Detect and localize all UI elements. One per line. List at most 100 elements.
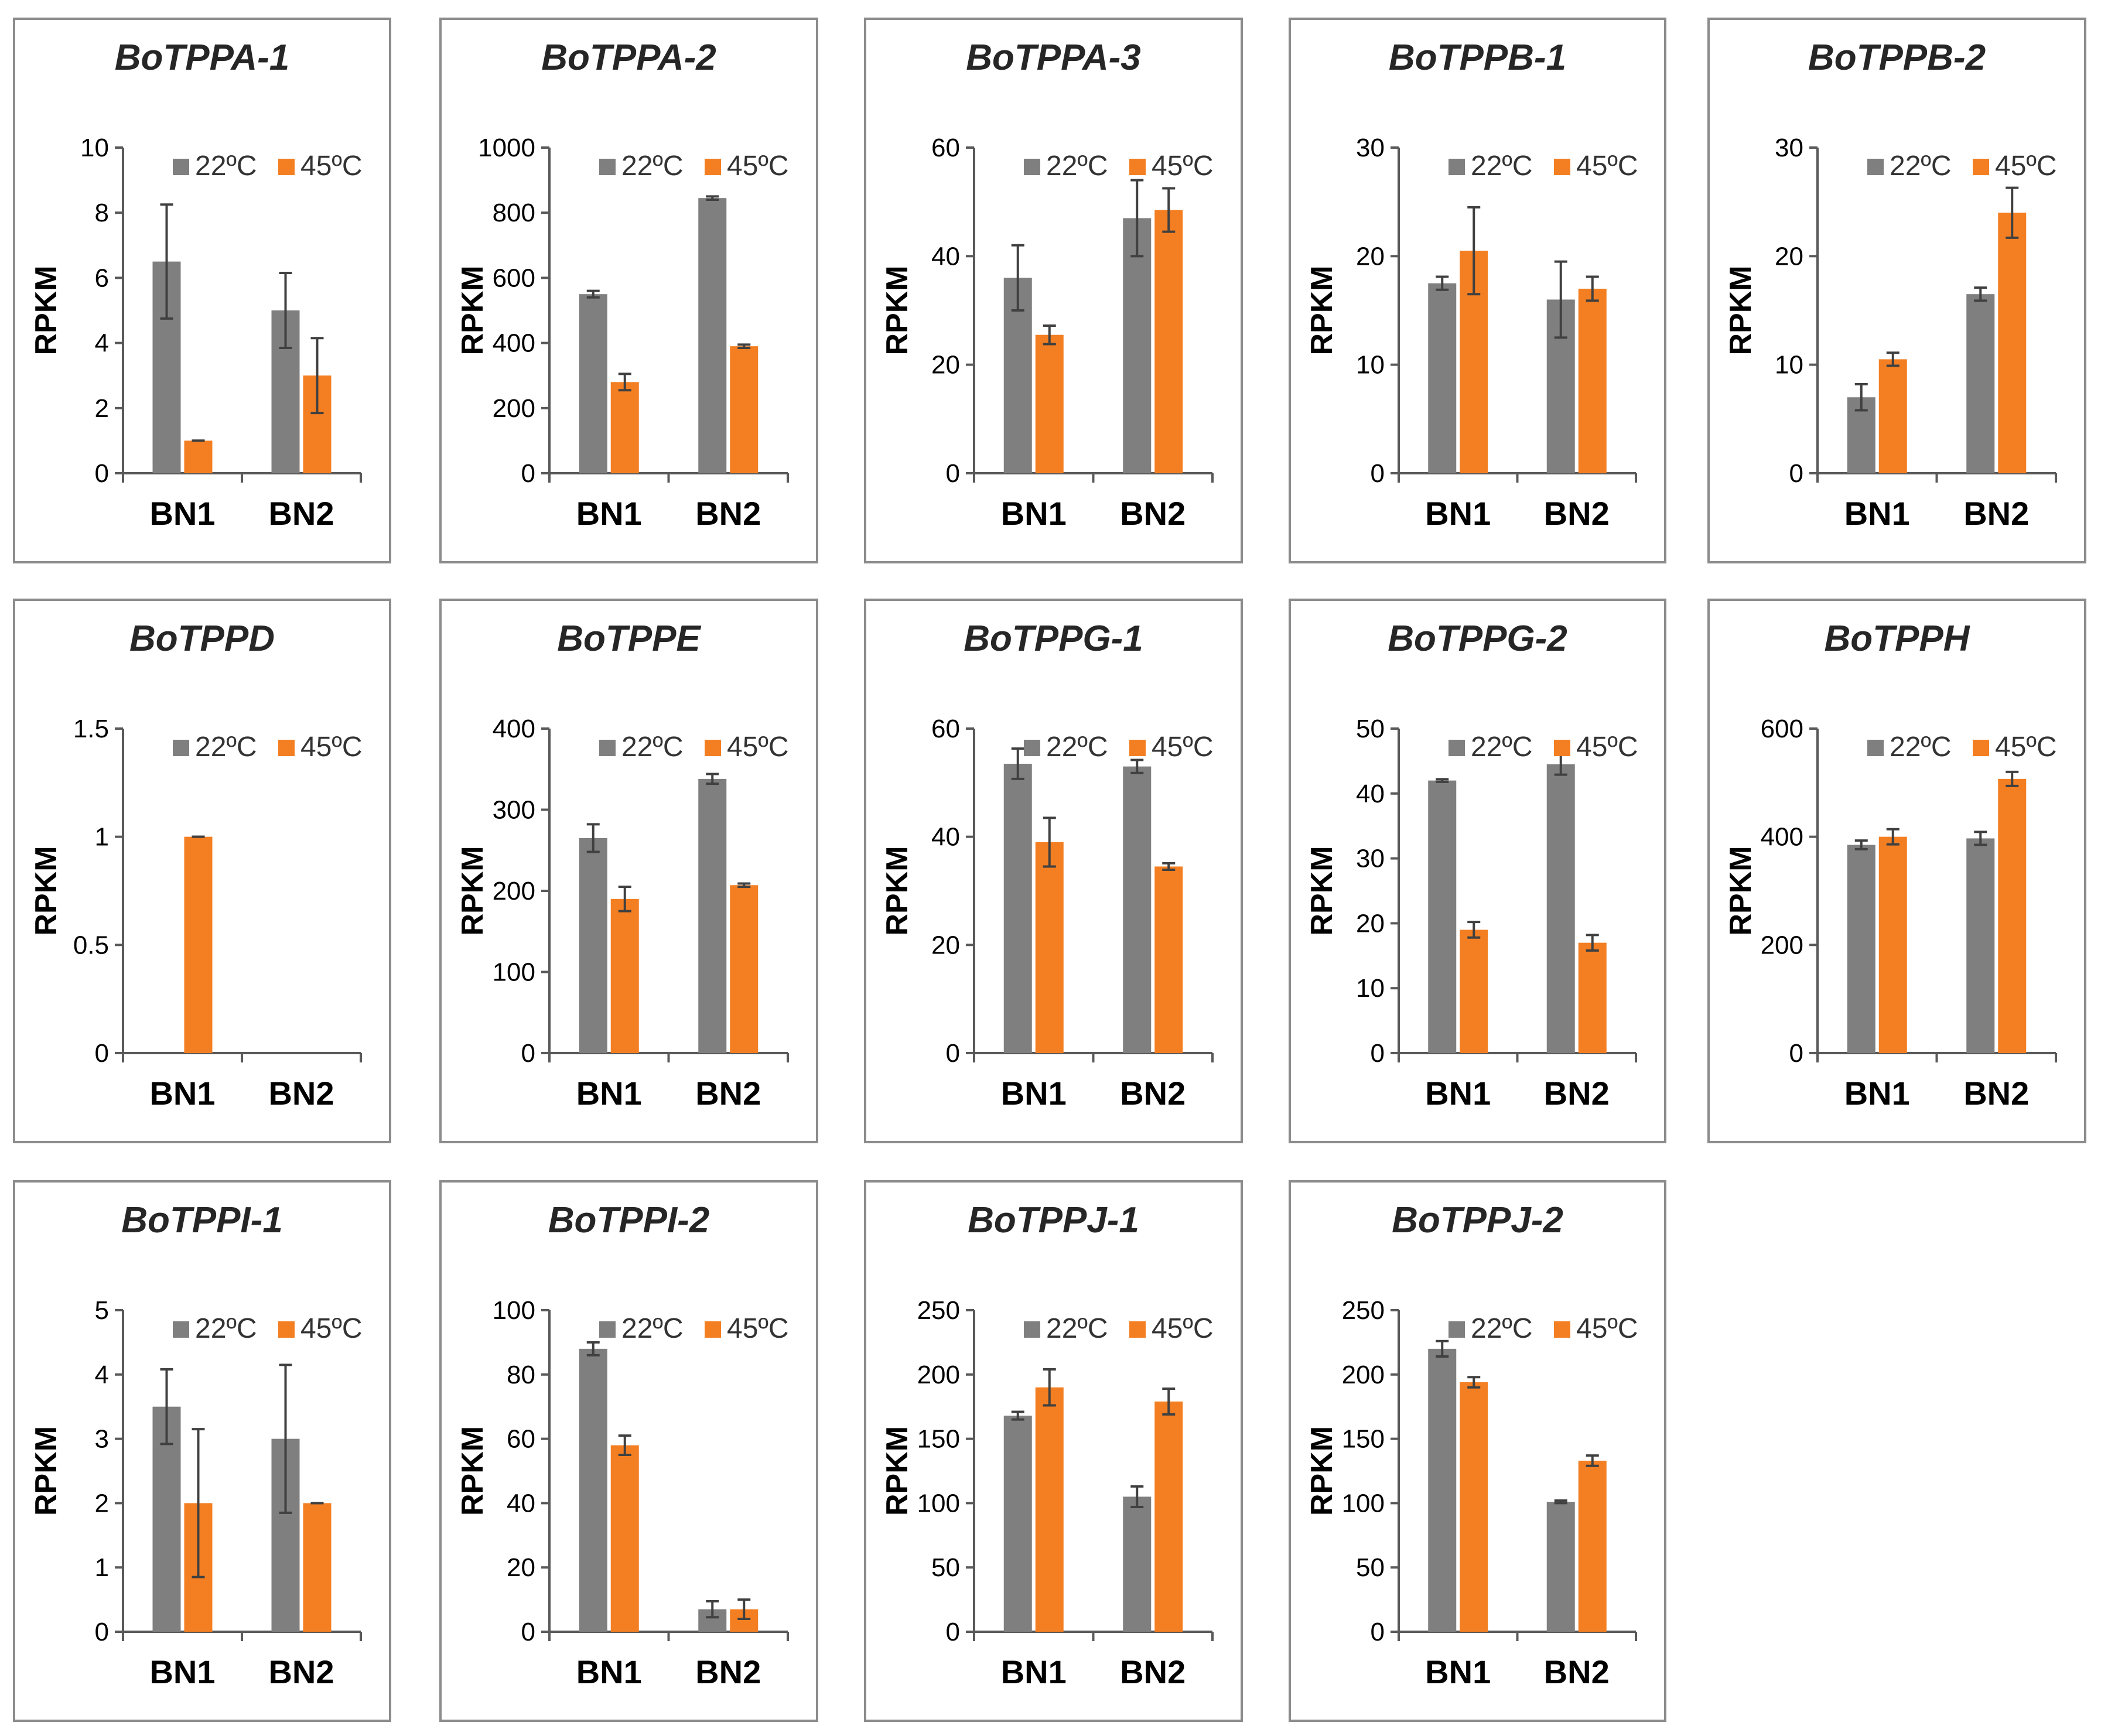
legend-label-45c: 45ºC [727,1313,789,1344]
bar-45c-bn1 [610,1445,639,1632]
legend-label-22c: 22ºC [1471,732,1533,763]
bar-45c-bn1 [1878,836,1907,1053]
bar-22c-bn2 [1546,1502,1575,1632]
legend-label-45c: 45ºC [300,732,363,763]
error-bar [279,1363,292,1514]
bar-45c-bn1 [184,440,213,473]
chart-svg: BoTPPA-3 RPKM 0 20 40 60 BN1 BN2 22ºC 45ºC [880,37,1214,532]
chart-svg: BoTPPG-1 RPKM 0 20 40 60 BN1 BN2 22ºC 45ºC [880,618,1214,1112]
legend-label-45c: 45ºC [1576,732,1638,763]
error-bar [737,882,751,888]
y-tick-label: 1 [95,1553,109,1582]
error-bar [1011,1410,1024,1421]
y-tick-label: 0.5 [73,931,109,959]
x-category-label: BN1 [149,495,215,532]
x-category-label: BN2 [1544,495,1610,532]
legend-swatch-45c [1129,740,1146,756]
y-tick-label: 50 [1356,715,1385,743]
error-bar [618,886,631,913]
legend-swatch-22c [1449,740,1465,756]
error-bar [2006,770,2019,787]
y-tick-label: 0 [1371,459,1385,488]
x-category-label: BN2 [268,1075,334,1112]
chart-title: BoTPPI-2 [548,1200,710,1241]
y-axis-label: RPKM [1305,1426,1339,1516]
legend-swatch-45c [1554,1321,1570,1338]
bar-45c-bn1 [1460,1382,1488,1632]
bar-22c-bn2 [1966,294,1995,473]
bar-45c-bn1 [1460,929,1488,1053]
bar-22c-bn1 [1428,283,1457,473]
bar-22c-bn2 [1546,764,1575,1053]
x-category-label: BN1 [1001,1653,1067,1690]
error-bar [737,1598,751,1621]
bar-45c-bn1 [1035,1387,1064,1632]
chart-panel: BoTPPA-1 RPKM 0 2 4 6 8 10 BN1 BN2 22ºC 45ºC [13,18,391,563]
bar-45c-bn2 [303,1503,332,1632]
legend-label-22c: 22ºC [195,732,257,763]
bar-22c-bn1 [1428,1348,1457,1632]
y-tick-label: 100 [917,1489,960,1518]
y-tick-label: 100 [493,958,535,987]
x-category-label: BN2 [695,1653,761,1690]
y-tick-label: 100 [493,1296,535,1325]
y-tick-label: 600 [1761,715,1803,743]
error-bar [1130,758,1144,774]
y-tick-label: 8 [95,199,109,227]
x-category-label: BN1 [576,495,642,532]
y-tick-label: 2 [95,394,109,423]
chart-title: BoTPPE [557,618,701,659]
y-axis-label: RPKM [456,265,490,355]
x-category-label: BN1 [1425,1653,1491,1690]
legend-swatch-22c [1449,1321,1465,1338]
x-category-label: BN1 [1001,1075,1067,1112]
y-tick-label: 80 [507,1361,535,1389]
error-bar [586,289,600,299]
chart-title: BoTPPG-1 [964,618,1143,659]
error-bar [1436,778,1449,783]
error-bar [1554,1499,1567,1505]
chart-title: BoTPPA-3 [966,37,1141,78]
legend-label-45c: 45ºC [1995,732,2057,763]
x-category-label: BN1 [1425,495,1491,532]
y-tick-label: 10 [80,134,109,162]
bar-22c-bn2 [1123,218,1152,473]
error-bar [160,203,173,320]
error-bar [1854,383,1868,412]
x-category-label: BN2 [1120,495,1186,532]
y-axis-label: RPKM [880,265,914,355]
y-tick-label: 0 [521,459,535,488]
x-category-label: BN2 [1963,1075,2029,1112]
y-tick-label: 0 [95,1039,109,1068]
y-axis-label: RPKM [29,846,63,935]
y-tick-label: 50 [1356,1553,1385,1582]
y-tick-label: 6 [95,264,109,292]
bar-22c-bn1 [1003,764,1032,1053]
y-tick-label: 0 [1789,1039,1803,1068]
y-tick-label: 30 [1356,134,1385,162]
chart-title: BoTPPJ-1 [968,1200,1139,1241]
bar-45c-bn1 [184,836,213,1053]
y-tick-label: 50 [931,1553,960,1582]
bar-22c-bn2 [1123,766,1152,1053]
error-bar [160,1368,173,1445]
bar-45c-bn1 [610,898,639,1053]
legend-label-22c: 22ºC [621,151,684,182]
error-bar [1130,179,1144,258]
y-tick-label: 200 [1761,931,1803,959]
chart-panel: BoTPPG-1 RPKM 0 20 40 60 BN1 BN2 22ºC 45ºC [864,599,1243,1143]
x-category-label: BN2 [1120,1653,1186,1690]
legend-label-22c: 22ºC [1046,732,1108,763]
bar-45c-bn2 [1998,778,2027,1053]
legend-swatch-45c [705,159,721,175]
y-tick-label: 10 [1356,351,1385,380]
error-bar [706,1600,719,1619]
y-tick-label: 0 [1789,459,1803,488]
legend-label-22c: 22ºC [1890,732,1952,763]
chart-svg: BoTPPE RPKM 0 100 200 300 400 BN1 BN2 22ºC 45ºC [456,618,789,1112]
y-axis-label: RPKM [29,1426,63,1516]
y-tick-label: 1.5 [73,715,109,743]
y-tick-label: 150 [1342,1425,1385,1454]
x-category-label: BN1 [1425,1075,1491,1112]
